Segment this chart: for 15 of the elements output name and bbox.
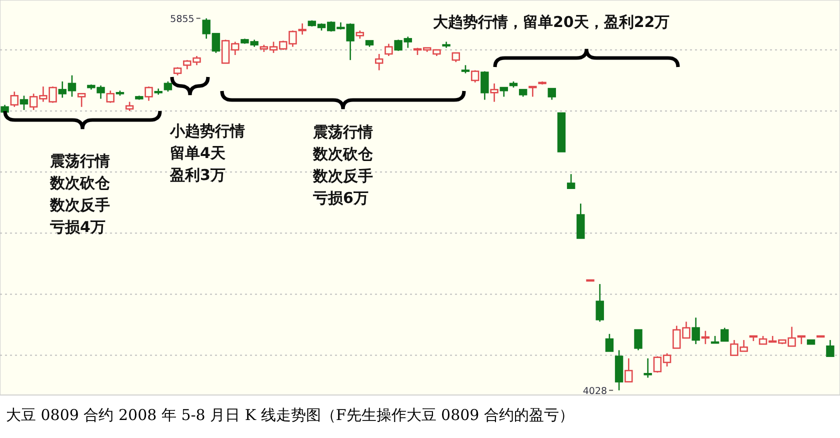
annotation: 4028 xyxy=(582,386,608,397)
annotation: 大趋势行情，留单20天，盈利22万 xyxy=(433,13,670,31)
annotation: 盈利3万 xyxy=(169,166,226,184)
annotation: 数次砍仓 xyxy=(49,174,111,192)
annotation: 震荡行情 xyxy=(312,123,373,141)
annotation: 震荡行情 xyxy=(49,152,110,170)
annotation: 留单4天 xyxy=(170,144,226,162)
annotation: 亏损6万 xyxy=(312,189,368,207)
annotation: 数次砍仓 xyxy=(312,145,374,163)
annotation: 小趋势行情 xyxy=(169,122,245,140)
annotation: 数次反手 xyxy=(312,167,373,185)
annotation: 亏损4万 xyxy=(49,218,106,236)
annotation: 数次反手 xyxy=(49,196,110,214)
text: 大豆 0809 合约 2008 年 5-8 月日 K 线走势图（F先生操作大豆 0809 合约的盈亏） xyxy=(6,406,574,424)
annotation: 5855 xyxy=(170,14,194,25)
